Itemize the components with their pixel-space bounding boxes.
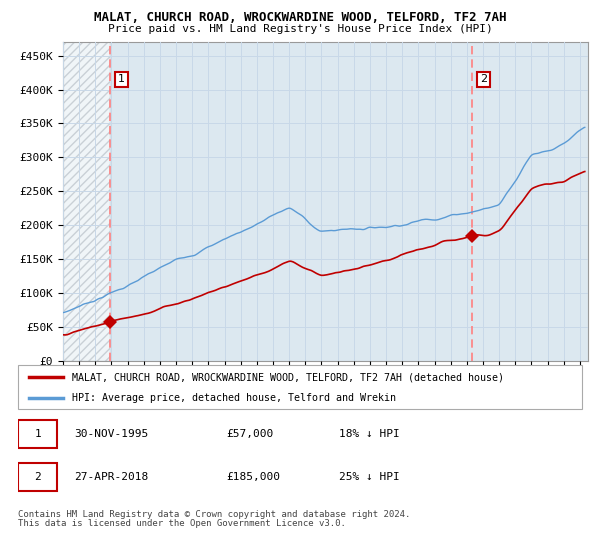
Text: 25% ↓ HPI: 25% ↓ HPI: [340, 472, 400, 482]
Text: Price paid vs. HM Land Registry's House Price Index (HPI): Price paid vs. HM Land Registry's House …: [107, 24, 493, 34]
Text: 1: 1: [34, 430, 41, 440]
Text: MALAT, CHURCH ROAD, WROCKWARDINE WOOD, TELFORD, TF2 7AH (detached house): MALAT, CHURCH ROAD, WROCKWARDINE WOOD, T…: [71, 372, 503, 382]
Text: £57,000: £57,000: [227, 430, 274, 440]
Text: 18% ↓ HPI: 18% ↓ HPI: [340, 430, 400, 440]
Text: This data is licensed under the Open Government Licence v3.0.: This data is licensed under the Open Gov…: [18, 519, 346, 528]
Text: £185,000: £185,000: [227, 472, 281, 482]
FancyBboxPatch shape: [18, 365, 582, 409]
Text: 1: 1: [118, 74, 125, 85]
FancyBboxPatch shape: [18, 463, 58, 491]
Text: MALAT, CHURCH ROAD, WROCKWARDINE WOOD, TELFORD, TF2 7AH: MALAT, CHURCH ROAD, WROCKWARDINE WOOD, T…: [94, 11, 506, 24]
Text: 27-APR-2018: 27-APR-2018: [74, 472, 149, 482]
Text: 2: 2: [480, 74, 487, 85]
FancyBboxPatch shape: [18, 420, 58, 449]
Text: 2: 2: [34, 472, 41, 482]
Text: HPI: Average price, detached house, Telford and Wrekin: HPI: Average price, detached house, Telf…: [71, 393, 395, 403]
Text: Contains HM Land Registry data © Crown copyright and database right 2024.: Contains HM Land Registry data © Crown c…: [18, 510, 410, 519]
Text: 30-NOV-1995: 30-NOV-1995: [74, 430, 149, 440]
